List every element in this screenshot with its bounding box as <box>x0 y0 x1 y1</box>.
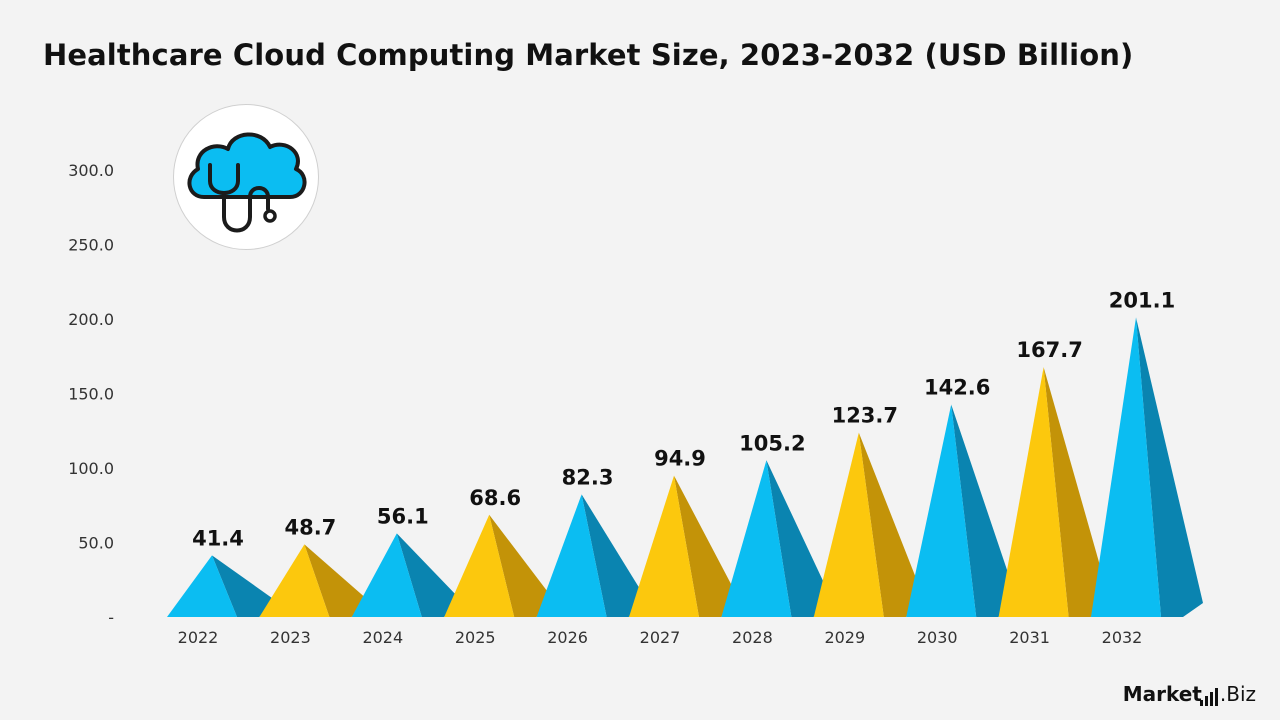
y-tick-label: 250.0 <box>68 236 114 255</box>
bar-side <box>212 555 279 617</box>
bar <box>444 514 515 617</box>
bar <box>167 555 237 617</box>
x-tick-label: 2023 <box>270 628 311 647</box>
bar-side <box>304 544 372 617</box>
data-label: 142.6 <box>924 376 990 400</box>
bar-side <box>1043 367 1111 617</box>
bar-side <box>766 460 834 617</box>
y-tick-label: 150.0 <box>68 385 114 404</box>
bar-side <box>396 533 464 617</box>
chart-title: Healthcare Cloud Computing Market Size, … <box>43 38 1134 72</box>
brand-logo: Market .Biz <box>1123 682 1256 706</box>
data-label: 105.2 <box>739 431 805 455</box>
x-tick-label: 2025 <box>455 628 496 647</box>
bar-side <box>951 404 1019 617</box>
brand-suffix: .Biz <box>1219 682 1256 706</box>
x-tick-label: 2029 <box>824 628 865 647</box>
bar-side <box>581 494 649 617</box>
bar-side <box>858 432 926 617</box>
bar <box>536 494 607 617</box>
brand-name: Market <box>1122 682 1202 706</box>
x-tick-label: 2031 <box>1009 628 1050 647</box>
x-tick-label: 2024 <box>362 628 403 647</box>
bar <box>351 533 422 617</box>
y-tick-label: 200.0 <box>68 310 114 329</box>
x-tick-label: 2026 <box>547 628 588 647</box>
bar <box>813 432 884 617</box>
x-tick-label: 2032 <box>1102 628 1143 647</box>
bar-side <box>1136 317 1203 617</box>
data-label: 94.9 <box>654 447 706 471</box>
data-label: 82.3 <box>562 465 614 489</box>
cloud-stethoscope-icon <box>173 104 319 250</box>
data-label: 201.1 <box>1109 288 1175 312</box>
bar <box>1091 317 1161 617</box>
bar-side <box>489 514 557 617</box>
x-tick-label: 2022 <box>178 628 219 647</box>
bar <box>629 475 699 617</box>
bar <box>259 544 330 617</box>
y-tick-label: - <box>108 608 114 627</box>
data-label: 167.7 <box>1016 338 1082 362</box>
data-label: 48.7 <box>284 515 336 539</box>
bars-icon <box>1199 682 1220 706</box>
y-tick-label: 100.0 <box>68 459 114 478</box>
data-label: 41.4 <box>192 526 244 550</box>
x-tick-label: 2030 <box>917 628 958 647</box>
data-label: 123.7 <box>832 404 898 428</box>
x-tick-label: 2027 <box>640 628 681 647</box>
y-tick-label: 300.0 <box>68 161 114 180</box>
y-tick-label: 50.0 <box>78 534 114 553</box>
bar <box>906 404 977 617</box>
data-label: 68.6 <box>469 486 521 510</box>
data-label: 56.1 <box>377 504 429 528</box>
bar <box>721 460 792 617</box>
bar <box>998 367 1069 617</box>
x-tick-label: 2028 <box>732 628 773 647</box>
bar-side <box>674 475 741 617</box>
